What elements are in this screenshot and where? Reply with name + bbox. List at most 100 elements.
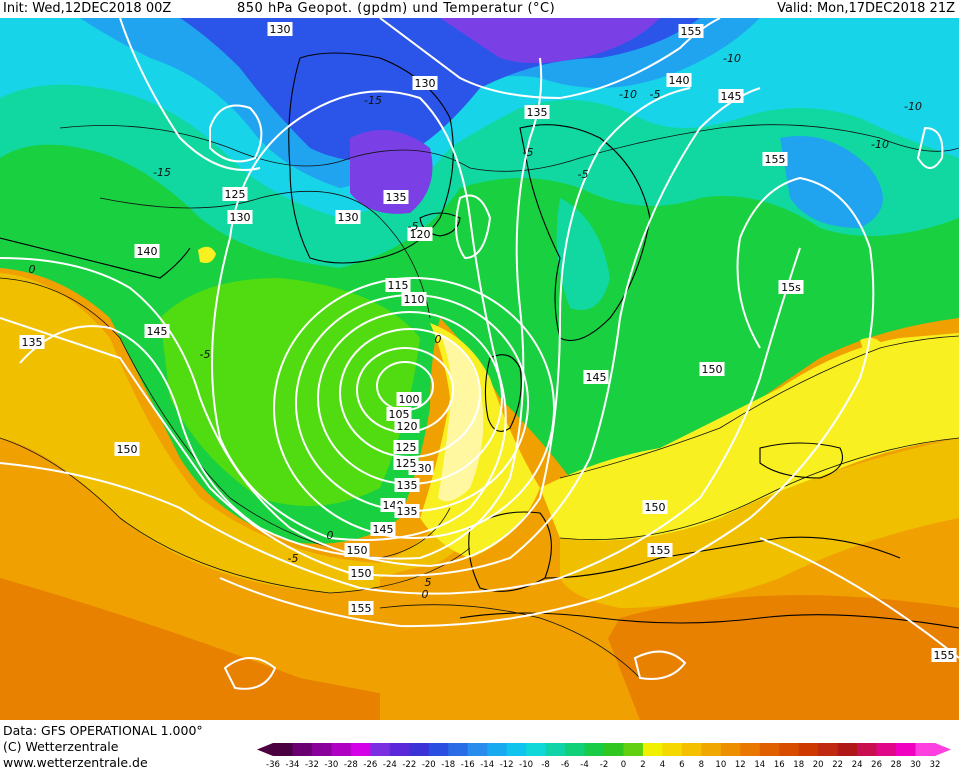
height-label-text: 110 — [404, 293, 425, 306]
colorbar-cell — [565, 743, 586, 756]
temperature-label: -5 — [200, 348, 211, 361]
height-label: 150 — [348, 566, 374, 580]
geo-contour-north-130 — [119, 18, 261, 171]
height-label-box — [227, 210, 253, 224]
colorbar-cells — [257, 743, 951, 756]
height-label-box — [144, 324, 170, 338]
height-label-text: 135 — [386, 191, 407, 204]
height-label-box — [383, 190, 409, 204]
temp-contour-5-west — [0, 437, 471, 594]
temperature-label: 5 — [425, 576, 432, 589]
colorbar-cell — [759, 743, 780, 756]
height-label-box — [134, 244, 160, 258]
geo-contour-closed-arctic — [916, 126, 944, 169]
height-label: 150 — [114, 442, 140, 456]
height-label-box — [412, 76, 438, 90]
height-label-box — [699, 362, 725, 376]
height-label-box — [931, 648, 957, 662]
height-label: 135 — [394, 478, 420, 492]
height-label-text: 145 — [586, 371, 607, 384]
coast-black-sea — [759, 442, 844, 479]
colorbar-tick-label: -10 — [519, 760, 533, 770]
colorbar-tick-label: -18 — [441, 760, 455, 770]
coast-british-isles — [484, 354, 522, 432]
height-label: 120 — [407, 227, 433, 241]
height-label-box — [19, 335, 45, 349]
temp-contour-east-0 — [559, 335, 959, 479]
colorbar-tick-label: 14 — [754, 760, 765, 770]
height-label-box — [385, 278, 411, 292]
colorbar-tick-label: -30 — [324, 760, 338, 770]
height-label: 115 — [385, 278, 411, 292]
height-label-box — [647, 543, 673, 557]
height-label: 150 — [344, 543, 370, 557]
height-label-text: 150 — [117, 443, 138, 456]
height-label-text: 120 — [397, 420, 418, 433]
colorbar-tick-label: 32 — [930, 760, 941, 770]
height-label-box — [718, 89, 744, 103]
height-label-text: 115 — [388, 279, 409, 292]
colorbar-cell — [604, 743, 624, 756]
temperature-label: -5 — [578, 168, 589, 181]
colorbar-cell — [642, 743, 663, 756]
colorbar-cell — [389, 743, 410, 756]
website-link[interactable]: www.wetterzentrale.de — [3, 755, 148, 770]
height-label: 130 — [335, 210, 361, 224]
height-label-box — [344, 543, 370, 557]
height-label-text: 145 — [721, 90, 742, 103]
temperature-colorbar: -36 -34 -32 -30 -28 -26 -24 -22 -20 -18 -16 -14 -12-… — [257, 743, 951, 770]
height-label: 130 — [412, 76, 438, 90]
colorbar-tick-label: 6 — [679, 760, 684, 770]
colorbar-arrow-right — [935, 743, 951, 756]
colorbar-tick-label: 2 — [640, 760, 645, 770]
height-label-text: 130 — [270, 23, 291, 36]
height-label-text: 125 — [225, 188, 246, 201]
height-label-text: 140 — [137, 245, 158, 258]
colorbar-tick-label: 28 — [891, 760, 902, 770]
height-label: 130 — [267, 22, 293, 36]
height-label-text: 130 — [230, 211, 251, 224]
colorbar-cell — [681, 743, 702, 756]
height-label-text: 150 — [645, 501, 666, 514]
weather-map: 130 130 125 130 130 135 135 140 145 155 15s 140 145 1… — [0, 18, 959, 720]
colorbar-cell — [779, 743, 800, 756]
colorbar-cell — [720, 743, 741, 756]
colorbar-tick-label: 16 — [774, 760, 785, 770]
temp-region-sky-east — [780, 136, 883, 228]
colorbar-cell — [506, 743, 527, 756]
height-label-box — [394, 419, 420, 433]
height-label: 155 — [678, 24, 704, 38]
height-label-text: 105 — [389, 408, 410, 421]
height-label: 145 — [583, 370, 609, 384]
geo-contour-north-low — [209, 104, 263, 163]
colorbar-tick-label: -20 — [422, 760, 436, 770]
geo-contour-closed-atlantic — [455, 194, 492, 260]
height-label-box — [335, 210, 361, 224]
colorbar-cell — [798, 743, 819, 756]
height-label: 155 — [348, 601, 374, 615]
height-label-box — [114, 442, 140, 456]
temp-contour-east-5 — [559, 437, 959, 541]
colorbar-tick-label: 24 — [852, 760, 863, 770]
colorbar-tick-label: -14 — [480, 760, 494, 770]
height-label: 125 — [393, 456, 419, 470]
height-label: 150 — [642, 500, 668, 514]
colorbar-cell — [428, 743, 449, 756]
height-label-box — [393, 456, 419, 470]
height-label-layer: 130 130 125 130 130 135 135 140 145 155 15s 140 145 1… — [19, 22, 957, 662]
temp-contour-minus10 — [59, 124, 959, 172]
colorbar-tick-label: -8 — [541, 760, 549, 770]
temperature-label: -15 — [153, 166, 171, 179]
geo-contour-closed-south — [223, 657, 277, 690]
colorbar-tick-label: 8 — [699, 760, 704, 770]
colorbar-tick-label: -4 — [580, 760, 588, 770]
height-label-text: 15s — [781, 281, 801, 294]
height-label: 155 — [762, 152, 788, 166]
height-label-box — [583, 370, 609, 384]
height-label-text: 155 — [650, 544, 671, 557]
temp-region-darkorange-east — [560, 595, 959, 720]
height-label-text: 140 — [669, 74, 690, 87]
colorbar-cell — [292, 743, 313, 756]
height-label-box — [267, 22, 293, 36]
colorbar-cell — [467, 743, 488, 756]
